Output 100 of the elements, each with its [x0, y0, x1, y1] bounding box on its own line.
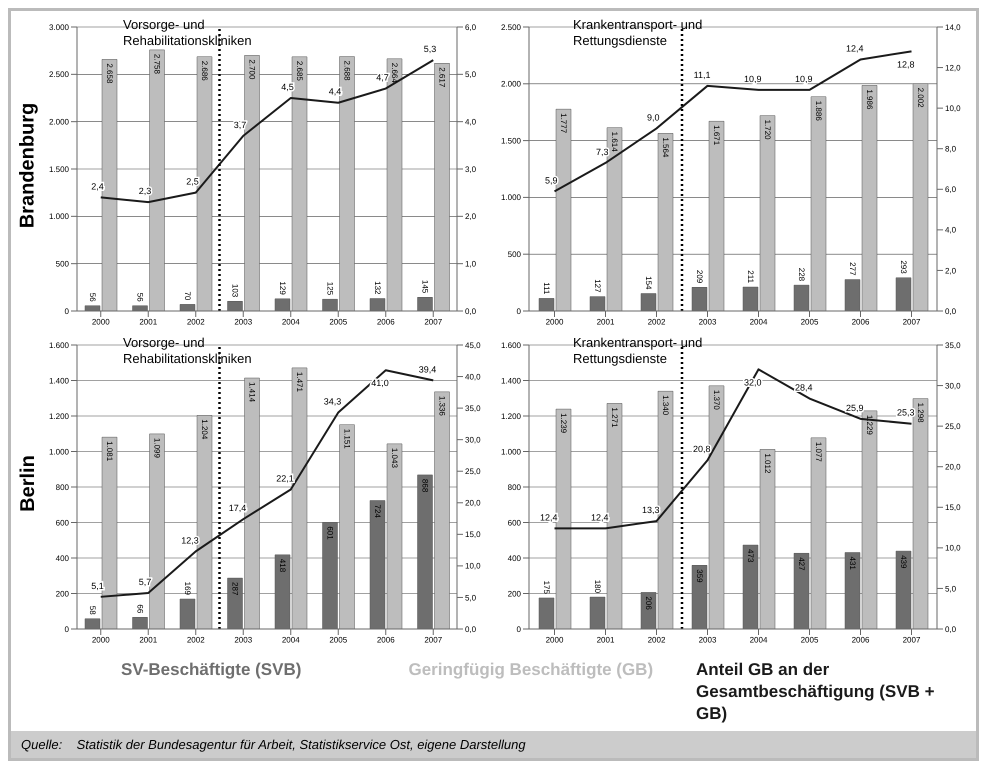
- chart-title: Vorsorge- und Rehabilitationskliniken: [123, 335, 253, 367]
- y-tick-label: 1.500: [500, 136, 522, 146]
- data-label: 1.671: [712, 125, 721, 146]
- y-tick-label: 0: [516, 624, 522, 634]
- data-label: 12,8: [896, 59, 914, 70]
- data-label: 56: [136, 292, 144, 302]
- text: Geringfügig Beschäftigte (GB): [408, 659, 654, 681]
- data-label: 2.700: [248, 59, 256, 80]
- data-label: 1.777: [559, 113, 568, 134]
- data-label: 34,3: [324, 396, 342, 407]
- y2-tick-label: 4,0: [465, 118, 477, 127]
- data-label: 473: [746, 549, 755, 563]
- y-axis-title: Brandenburg: [16, 102, 40, 228]
- chart-title: Krankentransport- und Rettungsdienste: [573, 17, 704, 49]
- y2-tick-label: 20,0: [945, 462, 962, 472]
- data-label: 2.688: [342, 60, 352, 82]
- y-tick-label: 800: [56, 482, 70, 492]
- y2-tick-label: 0,0: [945, 624, 957, 634]
- y2-tick-label: 0,0: [465, 306, 477, 316]
- data-label: 66: [136, 604, 144, 614]
- x-tick-label: 2004: [750, 318, 768, 327]
- y-tick-label: 3.000: [48, 22, 70, 32]
- y-tick-label: 1.400: [48, 376, 70, 386]
- y2-tick-label: 5,0: [945, 584, 957, 594]
- data-label: 724: [373, 504, 382, 518]
- y2-tick-label: 30,0: [465, 436, 482, 445]
- x-tick-label: 2001: [596, 318, 615, 327]
- y-tick-label: 500: [508, 250, 522, 260]
- x-tick-label: 2006: [376, 636, 396, 645]
- chart-title: Vorsorge- und Rehabilitationskliniken: [123, 17, 253, 49]
- data-label: 4,4: [328, 86, 342, 97]
- y-tick-label: 1.000: [500, 193, 522, 202]
- data-label: 2.002: [916, 88, 925, 108]
- y-tick-label: 600: [508, 518, 522, 528]
- y2-tick-label: 1,0: [465, 260, 477, 269]
- data-label: 39,4: [418, 364, 436, 374]
- data-label: 169: [183, 582, 192, 596]
- data-label: 9,0: [646, 112, 660, 122]
- data-label: 127: [593, 279, 602, 294]
- y-tick-label: 1.200: [500, 412, 522, 421]
- data-label: 2.658: [105, 63, 114, 84]
- x-tick-label: 2006: [852, 318, 870, 327]
- y2-tick-label: 12,0: [945, 63, 962, 72]
- y-tick-label: 2.500: [500, 22, 522, 32]
- data-label: 1.336: [438, 396, 446, 416]
- y-tick-label: 1.500: [48, 164, 70, 174]
- data-label: 1.886: [814, 100, 823, 122]
- y-tick-label: 1.200: [48, 412, 70, 421]
- x-tick-label: 2005: [329, 318, 348, 327]
- data-label: 287: [230, 582, 240, 596]
- x-tick-label: 2006: [376, 318, 396, 327]
- data-label: 5,9: [544, 175, 558, 186]
- data-label: 418: [278, 558, 287, 573]
- data-label: 209: [695, 270, 704, 284]
- data-label: 1.414: [248, 382, 256, 403]
- data-label: 1.204: [200, 419, 209, 440]
- data-label: 125: [326, 282, 334, 296]
- y2-tick-label: 10,0: [945, 104, 962, 113]
- y2-tick-label: 40,0: [465, 372, 482, 382]
- y-tick-label: 1.000: [500, 447, 522, 456]
- data-label: 4,7: [376, 72, 389, 83]
- y-tick-label: 2.000: [48, 118, 70, 127]
- source-note: Quelle: Statistik der Bundesagentur für Arbeit, Statistikservice Ost, eigene Darstellung: [11, 731, 976, 758]
- data-label: 1.229: [865, 414, 874, 436]
- data-label: 12,4: [590, 512, 608, 522]
- x-tick-label: 2007: [424, 318, 443, 327]
- x-tick-label: 2004: [282, 318, 300, 327]
- y-tick-label: 200: [508, 589, 522, 598]
- y-tick-label: 1.000: [48, 447, 70, 456]
- x-tick-label: 2001: [139, 636, 158, 645]
- x-tick-label: 2002: [648, 318, 666, 327]
- data-label: 5,7: [138, 577, 152, 588]
- data-label: 180: [593, 580, 602, 594]
- x-tick-label: 2001: [596, 636, 615, 645]
- data-label: 56: [88, 292, 97, 302]
- x-tick-label: 2000: [92, 636, 110, 645]
- data-label: 2,4: [91, 181, 104, 192]
- data-label: 12,3: [181, 535, 199, 546]
- data-label: 2.664: [390, 62, 399, 84]
- x-tick-label: 2005: [800, 318, 819, 327]
- y-tick-label: 1.400: [500, 376, 522, 386]
- y-tick-label: 400: [508, 554, 522, 563]
- x-tick-label: 2003: [234, 318, 253, 327]
- data-label: 28,4: [794, 382, 812, 393]
- data-label: 1.340: [661, 395, 670, 416]
- x-tick-label: 2000: [546, 636, 564, 645]
- y2-tick-label: 0,0: [945, 306, 957, 316]
- x-tick-label: 2003: [698, 636, 717, 645]
- data-label: 5,1: [91, 580, 104, 591]
- y2-tick-label: 45,0: [465, 340, 482, 350]
- y-tick-label: 1.600: [48, 340, 70, 350]
- y2-tick-label: 6,0: [465, 22, 477, 32]
- x-tick-label: 2004: [750, 636, 768, 645]
- data-label: 145: [420, 280, 430, 294]
- data-label: 427: [797, 557, 806, 572]
- data-label: 1.099: [152, 438, 162, 458]
- data-label: 1.239: [559, 413, 568, 434]
- x-tick-label: 2002: [648, 636, 666, 645]
- data-label: 601: [326, 526, 334, 540]
- data-label: 25,9: [846, 402, 864, 413]
